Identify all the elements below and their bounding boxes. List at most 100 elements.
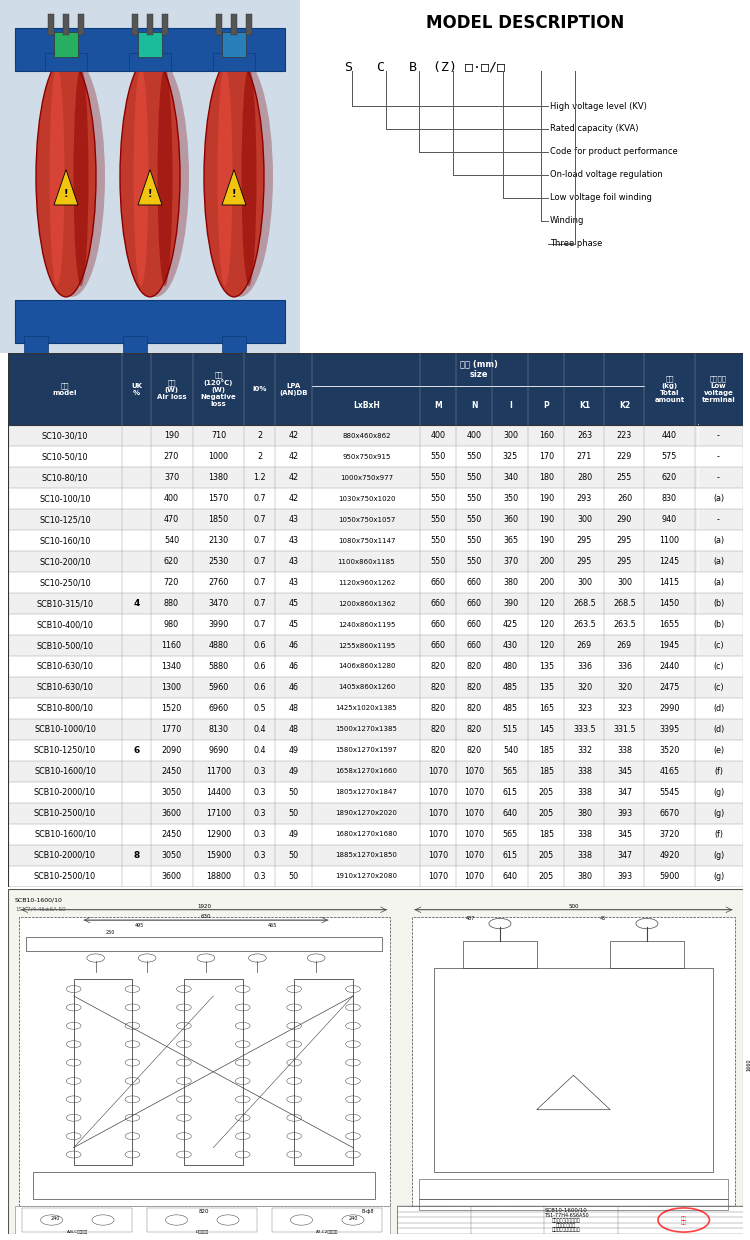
- Polygon shape: [222, 170, 246, 205]
- Text: 575: 575: [662, 453, 677, 461]
- Text: 338: 338: [617, 745, 632, 755]
- Text: 200: 200: [539, 578, 554, 587]
- Text: 铸树脂绝缘干式变压器: 铸树脂绝缘干式变压器: [552, 1218, 580, 1223]
- Bar: [412, 916, 735, 1207]
- Text: 550: 550: [430, 474, 446, 482]
- Text: 1000x750x977: 1000x750x977: [340, 475, 393, 481]
- Text: 338: 338: [577, 766, 592, 776]
- Text: 135: 135: [539, 683, 554, 692]
- Text: 550: 550: [430, 516, 446, 525]
- Text: 1160: 1160: [161, 641, 182, 650]
- Text: 347: 347: [617, 851, 632, 859]
- Text: 1340: 1340: [161, 662, 182, 671]
- Bar: [294, 978, 353, 1164]
- Text: 1910x1270x2080: 1910x1270x2080: [335, 873, 398, 879]
- Text: 3520: 3520: [659, 745, 680, 755]
- Text: 495: 495: [135, 923, 145, 928]
- Text: Code for product performance: Code for product performance: [550, 148, 677, 156]
- Text: 3470: 3470: [209, 599, 229, 608]
- Text: 5545: 5545: [659, 787, 680, 797]
- Text: 190: 190: [164, 432, 179, 440]
- Bar: [122, 719, 151, 740]
- Bar: [123, 336, 147, 353]
- Text: 0.6: 0.6: [254, 662, 266, 671]
- Bar: [213, 53, 255, 71]
- Text: 42: 42: [289, 495, 298, 503]
- Text: 1520: 1520: [161, 704, 182, 713]
- Bar: [8, 656, 742, 677]
- Text: 1580x1270x1597: 1580x1270x1597: [335, 748, 398, 754]
- Text: 295: 295: [616, 557, 632, 567]
- Text: 485: 485: [503, 683, 518, 692]
- Text: 型号
model: 型号 model: [53, 383, 77, 397]
- Text: 550: 550: [430, 495, 446, 503]
- Text: 1120x960x1262: 1120x960x1262: [338, 579, 395, 585]
- Text: 1070: 1070: [464, 787, 484, 797]
- Text: 470: 470: [164, 516, 179, 525]
- Text: 1805x1270x1847: 1805x1270x1847: [335, 789, 398, 795]
- Text: 540: 540: [164, 536, 179, 546]
- Text: 低压端子
Low
voltage
terminal: 低压端子 Low voltage terminal: [702, 376, 735, 403]
- Bar: [610, 941, 684, 968]
- Text: 347: 347: [617, 787, 632, 797]
- Text: 615: 615: [503, 851, 518, 859]
- Text: B-ф8: B-ф8: [362, 1209, 374, 1214]
- Bar: [8, 677, 742, 698]
- Text: 50: 50: [289, 851, 298, 859]
- Text: (b): (b): [712, 599, 724, 608]
- Text: (a): (a): [713, 495, 724, 503]
- Text: SCB10-630/10: SCB10-630/10: [37, 683, 94, 692]
- Bar: [147, 1208, 257, 1233]
- Text: 总量
(kg)
Total
amount: 总量 (kg) Total amount: [654, 376, 685, 403]
- Bar: [15, 29, 285, 71]
- Text: 1300: 1300: [161, 683, 182, 692]
- Bar: [184, 978, 243, 1164]
- Text: High voltage level (KV): High voltage level (KV): [550, 102, 646, 110]
- Text: SCB10-500/10: SCB10-500/10: [37, 641, 94, 650]
- Text: 1450: 1450: [659, 599, 680, 608]
- Text: 42: 42: [289, 474, 298, 482]
- Text: 320: 320: [577, 683, 592, 692]
- Text: 1070: 1070: [428, 808, 448, 817]
- Text: N: N: [471, 401, 478, 409]
- Polygon shape: [138, 170, 162, 205]
- Text: SC10-30/10: SC10-30/10: [42, 432, 88, 440]
- Ellipse shape: [158, 67, 172, 286]
- Text: 293: 293: [577, 495, 592, 503]
- Text: (a): (a): [713, 536, 724, 546]
- Text: 17100: 17100: [206, 808, 231, 817]
- Bar: [8, 823, 742, 844]
- Text: 565: 565: [503, 766, 518, 776]
- Text: 223: 223: [616, 432, 632, 440]
- Text: 1070: 1070: [428, 851, 448, 859]
- Text: 880: 880: [164, 599, 179, 608]
- Bar: [122, 551, 151, 572]
- Text: 260: 260: [617, 495, 632, 503]
- Bar: [122, 572, 151, 593]
- Text: SC10-200/10: SC10-200/10: [39, 557, 91, 567]
- Text: 1070: 1070: [464, 830, 484, 838]
- Text: SCB10-1600/10: SCB10-1600/10: [544, 1208, 587, 1213]
- Text: (d): (d): [712, 725, 724, 734]
- Text: 145: 145: [539, 725, 554, 734]
- Text: 270: 270: [164, 453, 179, 461]
- Text: (g): (g): [712, 787, 724, 797]
- Bar: [419, 1179, 728, 1199]
- Text: 180: 180: [539, 474, 554, 482]
- Text: 320: 320: [617, 683, 632, 692]
- Text: 660: 660: [467, 599, 482, 608]
- Text: LxBxH: LxBxH: [353, 401, 380, 409]
- Text: 6960: 6960: [209, 704, 229, 713]
- Bar: [8, 425, 742, 446]
- Text: 1885x1270x1850: 1885x1270x1850: [335, 852, 398, 858]
- Text: 8130: 8130: [209, 725, 229, 734]
- Ellipse shape: [204, 57, 264, 296]
- Bar: [45, 53, 87, 71]
- Text: 0.3: 0.3: [254, 872, 266, 880]
- Text: 380: 380: [503, 578, 518, 587]
- Text: 710: 710: [211, 432, 226, 440]
- Text: 0.7: 0.7: [254, 516, 266, 525]
- Text: 200: 200: [539, 557, 554, 567]
- Bar: [8, 802, 742, 823]
- Bar: [464, 941, 537, 968]
